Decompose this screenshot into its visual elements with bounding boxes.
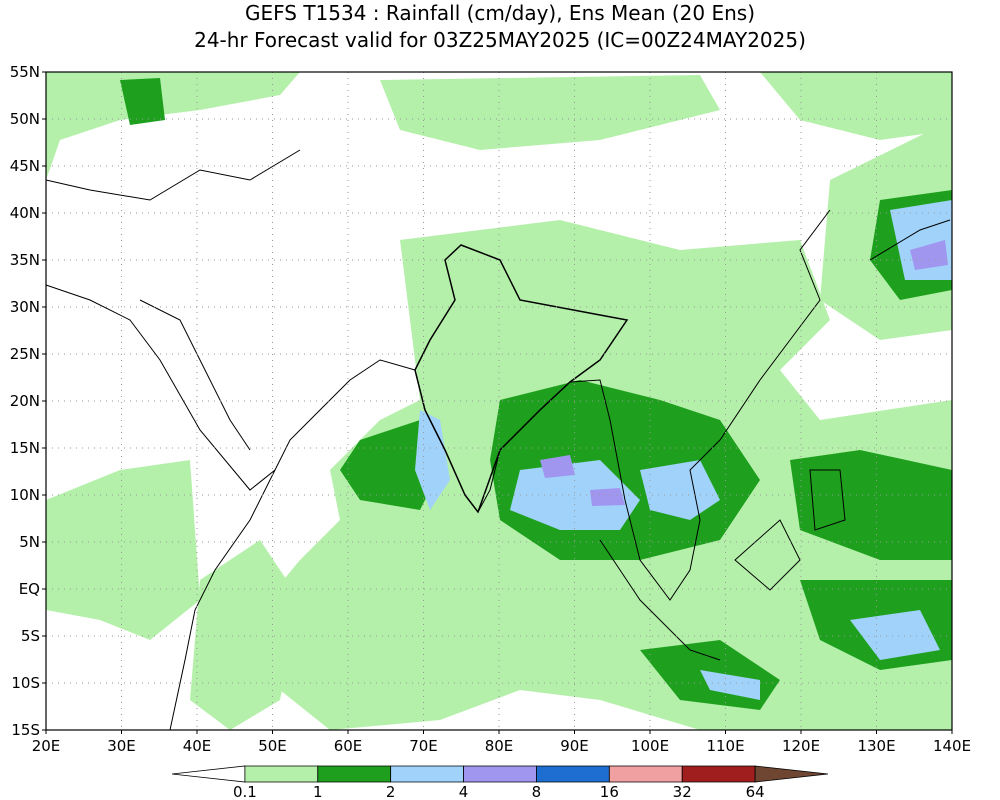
colorbar: 0.1 1 2 4 8 16 32 64	[171, 765, 829, 800]
india-outline	[414, 244, 629, 514]
rain-very-heavy	[540, 240, 948, 506]
colorbar-swatch	[754, 765, 829, 783]
lat-tick-label: 35N	[10, 251, 40, 269]
colorbar-swatch	[536, 765, 610, 783]
lat-tick-label: 15N	[10, 439, 40, 457]
lon-tick-label: 50E	[258, 737, 287, 755]
colorbar-label: 16	[600, 783, 619, 800]
colorbar-swatch	[608, 765, 683, 783]
lat-tick-label: 45N	[10, 157, 40, 175]
lon-tick-label: 110E	[706, 737, 744, 755]
lat-tick-label: 5S	[21, 627, 40, 645]
lon-tick-label: 40E	[183, 737, 212, 755]
lat-tick-label: 20N	[10, 392, 40, 410]
lon-tick-label: 70E	[409, 737, 438, 755]
lat-tick-label: 50N	[10, 110, 40, 128]
colorbar-label: 0.1	[233, 783, 257, 800]
colorbar-label: 32	[673, 783, 692, 800]
lat-tick-label: 15S	[11, 721, 40, 739]
lon-tick-label: 90E	[560, 737, 589, 755]
colorbar-label: 4	[459, 783, 469, 800]
colorbar-swatch	[317, 765, 392, 783]
lat-tick-label: 40N	[10, 204, 40, 222]
lon-tick-label: 140E	[933, 737, 971, 755]
colorbar-label: 64	[746, 783, 765, 800]
subtitle: 24-hr Forecast valid for 03Z25MAY2025 (I…	[194, 28, 806, 52]
lat-tick-label: 55N	[10, 63, 40, 81]
lon-tick-label: 60E	[334, 737, 363, 755]
map-area	[45, 72, 952, 731]
title: GEFS T1534 : Rainfall (cm/day), Ens Mean…	[245, 1, 755, 25]
lat-tick-label: 10S	[11, 674, 40, 692]
colorbar-label: 2	[386, 783, 396, 800]
lat-tick-label: 5N	[19, 533, 40, 551]
colorbar-swatch	[390, 765, 464, 783]
colorbar-label: 1	[313, 783, 323, 800]
lat-tick-label: EQ	[19, 580, 40, 598]
colorbar-swatch	[244, 765, 319, 783]
colorbar-label: 8	[532, 783, 542, 800]
lon-tick-label: 80E	[485, 737, 514, 755]
lon-tick-label: 30E	[107, 737, 136, 755]
colorbar-swatch	[463, 765, 537, 783]
colorbar-swatch	[681, 765, 756, 783]
lat-tick-label: 10N	[10, 486, 40, 504]
colorbar-swatch	[171, 765, 246, 783]
lat-tick-label: 25N	[10, 345, 40, 363]
lon-tick-label: 130E	[857, 737, 895, 755]
lon-tick-label: 120E	[782, 737, 820, 755]
lat-tick-label: 30N	[10, 298, 40, 316]
lon-tick-label: 20E	[32, 737, 61, 755]
lon-tick-label: 100E	[631, 737, 669, 755]
